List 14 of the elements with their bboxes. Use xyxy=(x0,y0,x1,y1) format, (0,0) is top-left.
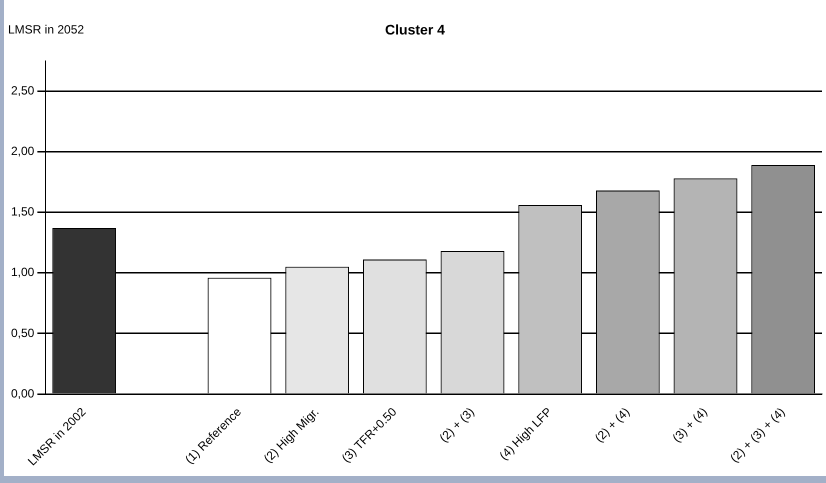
y-tick-label: 1,00 xyxy=(10,265,35,280)
x-tick-label: (2) + (4) xyxy=(592,404,632,446)
y-axis-title: LMSR in 2052 xyxy=(8,22,84,36)
y-tick-label: 1,50 xyxy=(10,204,35,219)
x-tick-label: (2) + (3) + (4) xyxy=(727,404,788,466)
y-tick-label: 0,50 xyxy=(10,326,35,340)
x-tick-label: (2) High Migr. xyxy=(260,404,322,466)
y-tick-label: 0,00 xyxy=(10,386,35,400)
x-tick-label: (4) High LFP xyxy=(496,404,555,463)
y-tick-label: 2,00 xyxy=(10,144,35,158)
y-tick-label: 2,50 xyxy=(10,83,35,98)
chart-title: Cluster 4 xyxy=(385,21,446,38)
x-tick-label: (3) + (4) xyxy=(670,404,710,446)
x-tick-label: (2) + (3) xyxy=(436,404,477,446)
